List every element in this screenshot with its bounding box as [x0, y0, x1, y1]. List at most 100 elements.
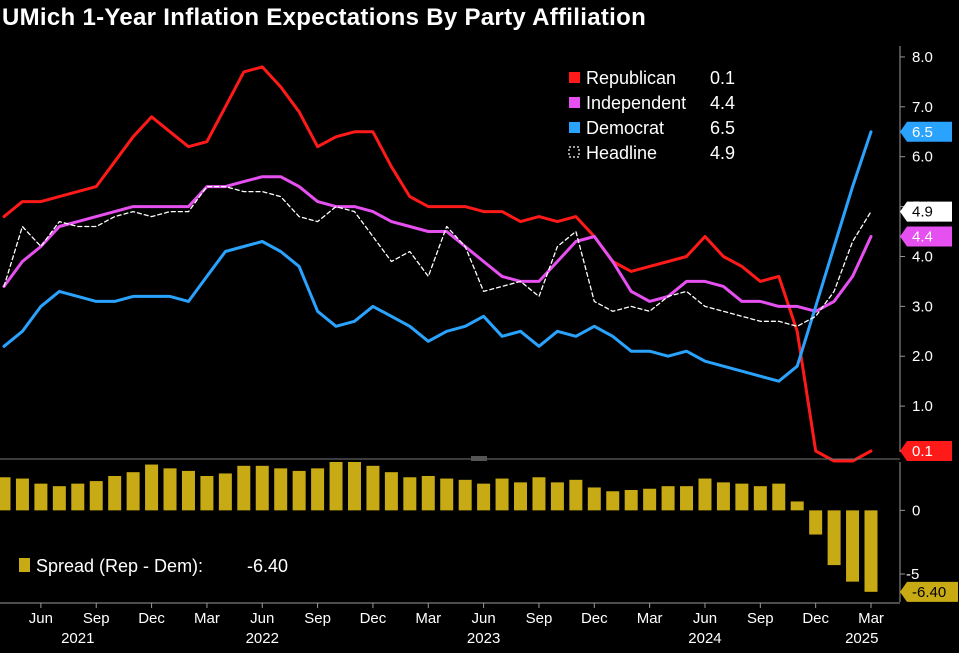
independent-end-tag-text: 4.4: [912, 229, 933, 246]
spread-bar: [587, 487, 601, 511]
bottom-spread-panel: Spread (Rep - Dem): -6.40: [0, 462, 878, 592]
spread-bar: [735, 483, 749, 511]
x-tick-label: Jun: [29, 610, 53, 627]
headline-end-tag: 4.9: [900, 201, 952, 222]
y-tick-label: 2.0: [912, 348, 933, 365]
chart-title: UMich 1-Year Inflation Expectations By P…: [2, 4, 647, 31]
spread-bar: [200, 476, 214, 511]
republican-end-tag-shape: [900, 441, 952, 462]
spread-bar: [495, 478, 509, 511]
spread-bar: [421, 476, 435, 511]
spread-bar: [181, 470, 195, 511]
spread-bar: [550, 482, 564, 511]
spread-bar: [440, 478, 454, 511]
spread-bar: [292, 470, 306, 511]
spread-bar: [680, 486, 694, 511]
republican-end-tag: 0.1: [900, 441, 952, 462]
x-tick-label: Jun: [693, 610, 717, 627]
headline-line: [3, 185, 872, 327]
y-tick-label: 7.0: [912, 99, 933, 116]
x-year-label: 2021: [61, 630, 94, 647]
panel-resize-handle[interactable]: [471, 456, 487, 461]
democrat-legend-swatch: [569, 122, 580, 133]
x-tick-label: Mar: [415, 610, 441, 627]
x-tick-label: Sep: [83, 610, 110, 627]
x-tick-label: Jun: [472, 610, 496, 627]
spread-bar: [163, 468, 177, 511]
y-tick-label: 1.0: [912, 398, 933, 415]
spread-bar: [347, 462, 361, 511]
spread-y-tick-label: -5: [906, 566, 919, 583]
independent-legend-swatch: [569, 97, 580, 108]
x-tick-label: Dec: [802, 610, 829, 627]
spread-bar: [569, 479, 583, 511]
spread-bar: [698, 478, 712, 511]
spread-bar: [661, 486, 675, 511]
spread-bar: [15, 478, 29, 511]
democrat-end-tag-text: 6.5: [912, 124, 933, 141]
spread-bar: [864, 510, 878, 592]
spread-legend-swatch: [19, 558, 30, 572]
republican-line: [2, 65, 873, 463]
spread-bar: [458, 479, 472, 511]
x-year-label: 2024: [688, 630, 721, 647]
republican-legend-value: 0.1: [710, 68, 735, 88]
spread-end-tag-shape: [900, 581, 958, 602]
independent-end-tag-shape: [900, 226, 952, 247]
democrat-end-tag-shape: [900, 121, 952, 142]
spread-end-tag: -6.40: [900, 581, 958, 602]
spread-bar: [126, 472, 140, 511]
x-tick-label: Mar: [194, 610, 220, 627]
spread-bar: [145, 464, 159, 511]
x-year-label: 2022: [246, 630, 279, 647]
spread-bar: [329, 462, 343, 511]
independent-legend-value: 4.4: [710, 93, 735, 113]
spread-bar: [716, 482, 730, 511]
headline-legend-swatch: [568, 146, 580, 158]
independent-line: [2, 175, 873, 313]
x-tick-label: Dec: [138, 610, 165, 627]
spread-bar: [772, 483, 786, 511]
top-line-panel: Republican 0.1 Independent 4.4 Democrat 6.5 He…: [2, 65, 873, 463]
x-tick-label: Mar: [637, 610, 663, 627]
independent-legend-label: Independent: [586, 93, 686, 113]
republican-end-tag-text: 0.1: [912, 443, 933, 460]
spread-bar: [108, 476, 122, 511]
spread-y-tick-label: 0: [912, 502, 920, 519]
headline-legend-label: Headline: [586, 143, 657, 163]
spread-bar: [255, 465, 269, 511]
spread-bar: [274, 468, 288, 511]
spread-bar: [532, 477, 546, 511]
spread-bar: [71, 483, 85, 511]
spread-bar: [606, 491, 620, 511]
spread-bar: [846, 510, 860, 582]
x-tick-label: Jun: [250, 610, 274, 627]
spread-bar: [643, 488, 657, 511]
spread-bar: [89, 481, 103, 511]
spread-bar: [34, 483, 48, 511]
x-tick-label: Dec: [360, 610, 387, 627]
x-tick-label: Sep: [304, 610, 331, 627]
x-tick-label: Sep: [526, 610, 553, 627]
y-tick-label: 3.0: [912, 298, 933, 315]
x-tick-label: Sep: [747, 610, 774, 627]
independent-end-tag: 4.4: [900, 226, 952, 247]
democrat-end-tag: 6.5: [900, 121, 952, 142]
republican-legend-label: Republican: [586, 68, 676, 88]
spread-legend-label: Spread (Rep - Dem):: [36, 556, 203, 576]
spread-bar: [809, 510, 823, 535]
spread-bar: [477, 483, 491, 511]
spread-bar: [0, 477, 11, 511]
democrat-legend-label: Democrat: [586, 118, 664, 138]
spread-bar: [514, 482, 528, 511]
x-tick-label: Mar: [858, 610, 884, 627]
spread-bar: [366, 465, 380, 511]
y-tick-label: 8.0: [912, 49, 933, 66]
x-tick-label: Dec: [581, 610, 608, 627]
spread-bar: [52, 486, 66, 511]
headline-end-tag-text: 4.9: [912, 204, 933, 221]
republican-legend-swatch: [569, 72, 580, 83]
spread-legend-value: -6.40: [247, 556, 288, 576]
y-tick-label: 6.0: [912, 149, 933, 166]
spread-bar: [790, 501, 804, 511]
